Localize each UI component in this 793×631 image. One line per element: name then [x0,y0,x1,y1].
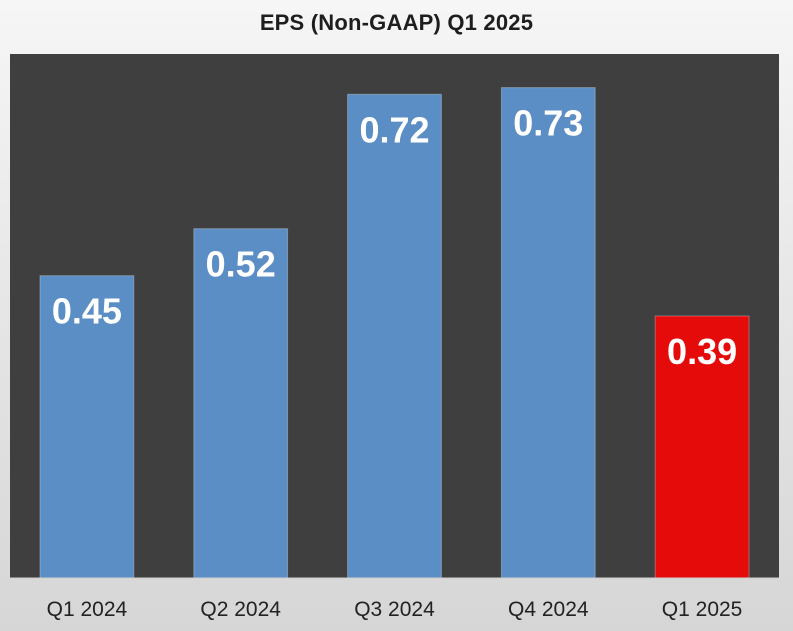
value-label: 0.45 [52,291,122,332]
x-axis-ticks: Q1 2024 Q2 2024 Q3 2024 Q4 2024 Q1 2025 [47,598,743,621]
value-label: 0.72 [359,109,429,150]
bar-q1-2025 [654,315,750,579]
chart-title: EPS (Non-GAAP) Q1 2025 [259,10,534,35]
x-tick-label: Q1 2024 [47,598,128,621]
x-tick-label: Q1 2025 [662,598,743,621]
value-label: 0.39 [667,331,737,372]
x-tick-label: Q4 2024 [508,598,589,621]
x-tick-label: Q3 2024 [354,598,435,621]
value-label: 0.73 [513,103,583,144]
value-label: 0.52 [206,244,276,285]
bars-group: 0.45 0.52 0.72 0.73 0.39 [39,87,750,579]
x-tick-label: Q2 2024 [200,598,281,621]
bar-q3-2024 [347,93,442,579]
bar-q4-2024 [500,87,596,579]
